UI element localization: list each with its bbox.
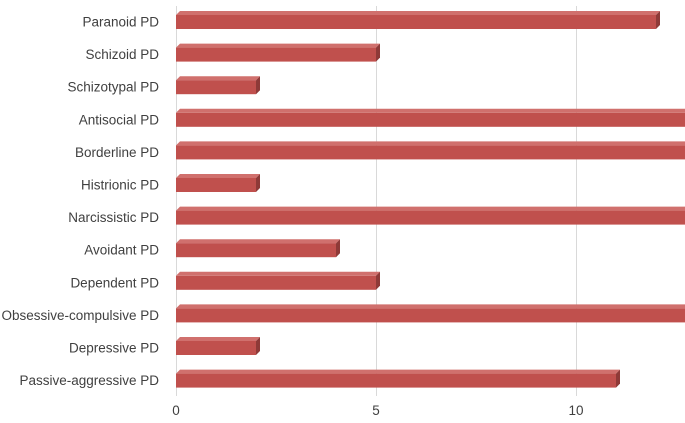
bar-top-face bbox=[176, 271, 380, 276]
bar-front-face bbox=[176, 341, 256, 355]
bar-5 bbox=[176, 174, 260, 192]
bar-top-face bbox=[176, 76, 260, 81]
bar-front-face bbox=[176, 373, 616, 388]
category-label: Borderline PD bbox=[75, 145, 159, 160]
bar-6 bbox=[176, 206, 685, 225]
x-tick-label: 10 bbox=[568, 403, 583, 418]
bar-top-face bbox=[176, 206, 685, 211]
bar-0 bbox=[176, 11, 660, 29]
bar-top-face bbox=[176, 369, 620, 374]
bar-side-face bbox=[376, 43, 380, 62]
category-label: Histrionic PD bbox=[81, 178, 159, 193]
bar-front-face bbox=[176, 47, 376, 62]
bar-top-face bbox=[176, 11, 660, 15]
bar-front-face bbox=[176, 275, 376, 290]
x-tick-label: 5 bbox=[372, 403, 380, 418]
bar-7 bbox=[176, 239, 340, 258]
category-label: Passive-aggressive PD bbox=[19, 373, 159, 388]
category-label: Avoidant PD bbox=[84, 243, 159, 258]
bar-side-face bbox=[336, 239, 340, 258]
bar-front-face bbox=[176, 80, 256, 95]
bar-top-face bbox=[176, 43, 380, 48]
category-label: Obsessive-compulsive PD bbox=[1, 308, 159, 323]
bar-side-face bbox=[616, 369, 620, 388]
bar-1 bbox=[176, 43, 380, 62]
category-label: Antisocial PD bbox=[79, 112, 160, 127]
category-label: Depressive PD bbox=[69, 341, 159, 356]
category-label: Dependent PD bbox=[70, 275, 159, 290]
bar-front-face bbox=[176, 145, 685, 160]
bar-11 bbox=[176, 369, 620, 388]
x-tick-labels: 0510152025 bbox=[172, 403, 583, 418]
bar-top-face bbox=[176, 304, 685, 309]
category-label: Schizoid PD bbox=[85, 47, 159, 62]
bar-top-face bbox=[176, 239, 340, 244]
category-label: Narcissistic PD bbox=[68, 210, 159, 225]
bar-side-face bbox=[256, 76, 260, 95]
bar-side-face bbox=[656, 11, 660, 29]
bar-top-face bbox=[176, 337, 260, 341]
bar-side-face bbox=[256, 174, 260, 192]
x-tick-label: 0 bbox=[172, 403, 180, 418]
grid-lines bbox=[176, 6, 577, 396]
bar-front-face bbox=[176, 243, 336, 258]
category-label: Paranoid PD bbox=[82, 15, 159, 30]
bar-9 bbox=[176, 304, 685, 323]
bar-top-face bbox=[176, 141, 685, 146]
bar-8 bbox=[176, 271, 380, 290]
category-labels: Paranoid PD Schizoid PD Schizotypal PD Anti… bbox=[1, 15, 159, 389]
bar-3 bbox=[176, 108, 685, 127]
bar-side-face bbox=[376, 271, 380, 290]
category-label: Schizotypal PD bbox=[67, 80, 159, 95]
bar-10 bbox=[176, 337, 260, 355]
bar-4 bbox=[176, 141, 685, 160]
bars bbox=[176, 11, 685, 388]
bar-front-face bbox=[176, 210, 685, 225]
bar-front-face bbox=[176, 308, 685, 323]
bar-side-face bbox=[256, 337, 260, 355]
bar-front-face bbox=[176, 178, 256, 192]
bar-2 bbox=[176, 76, 260, 95]
bar-front-face bbox=[176, 112, 685, 127]
bar-top-face bbox=[176, 174, 260, 178]
bar-front-face bbox=[176, 15, 656, 29]
bar-top-face bbox=[176, 108, 685, 113]
